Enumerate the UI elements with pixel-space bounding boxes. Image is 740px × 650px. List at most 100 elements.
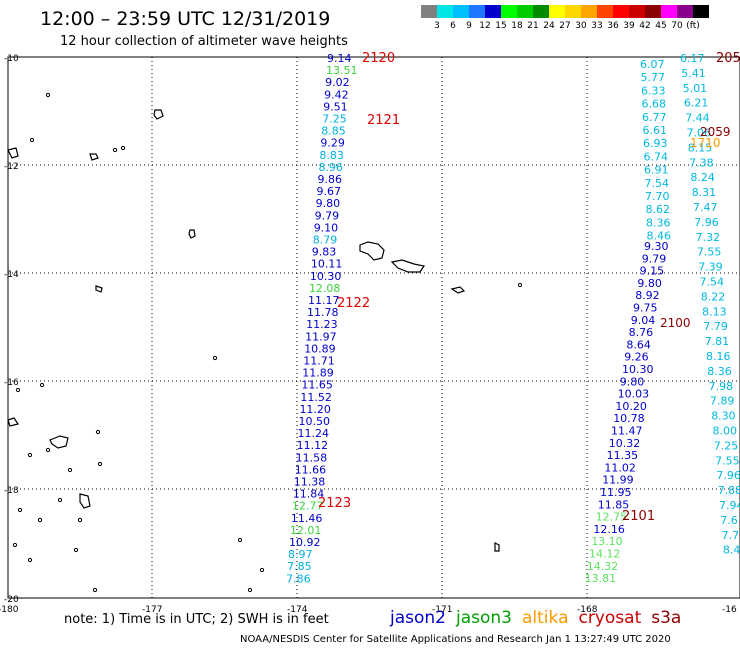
- latitude-label: -12: [4, 162, 19, 172]
- swh-value: 11.35: [607, 449, 639, 462]
- island-outline: [79, 493, 91, 509]
- island-dot: [237, 537, 243, 543]
- swh-value: 14.12: [589, 548, 621, 561]
- swh-value: 8.46: [647, 230, 672, 243]
- swh-value: 9.86: [318, 173, 343, 186]
- island-dot: [29, 137, 35, 143]
- swh-value: 7.94: [719, 499, 740, 512]
- island-dot: [67, 467, 73, 473]
- swh-value: 11.84: [293, 488, 325, 501]
- swh-value: 9.79: [642, 252, 667, 265]
- map-frame: [7, 56, 740, 599]
- track-number-label: 2101: [622, 509, 655, 524]
- color-swatch: [581, 5, 597, 18]
- swh-value: 6.21: [684, 97, 709, 110]
- track-number-label: 2123: [318, 496, 351, 511]
- color-scale-label: 24: [543, 21, 555, 31]
- color-swatch: [565, 5, 581, 18]
- axis-labels: -10 -12 -14 -16 -18 -20-180 -177 -174 -171 -168 -1…: [0, 54, 737, 615]
- swh-value: 7.70: [645, 190, 670, 203]
- swh-value: 9.42: [324, 88, 349, 101]
- longitude-label: -174: [287, 605, 308, 615]
- swh-value: 8.15: [688, 141, 713, 154]
- track-labels: 2120 2121 2122 2123 2100 2101 2059 205 1710: [318, 51, 740, 524]
- swh-value: 7.39: [698, 261, 723, 274]
- swh-value: 13.81: [585, 572, 617, 585]
- longitude-label: -16: [722, 605, 737, 615]
- swh-value: 6.61: [643, 124, 668, 137]
- color-swatch: [549, 5, 565, 18]
- swh-value: 8.96: [318, 161, 343, 174]
- swh-value: 8.24: [690, 171, 715, 184]
- swh-value: 7.6: [720, 514, 738, 527]
- swh-value: 14.32: [587, 560, 619, 573]
- island-outline: [188, 229, 196, 239]
- island-dot: [57, 497, 63, 503]
- swh-value: 11.38: [294, 476, 326, 489]
- swh-value: 9.26: [624, 351, 649, 364]
- swh-value: 13.51: [326, 64, 358, 77]
- color-swatch: [661, 5, 677, 18]
- island-dot: [45, 92, 51, 98]
- island-dot: [37, 517, 43, 523]
- island-dot: [17, 507, 23, 513]
- island-outline: [153, 109, 164, 120]
- island-outline: [390, 259, 425, 273]
- swh-value: 7.25: [322, 113, 347, 126]
- swh-value: 8.79: [313, 234, 338, 247]
- color-swatch: [469, 5, 485, 18]
- color-scale-label: (ft): [686, 21, 700, 31]
- color-scale-label: 15: [495, 21, 507, 31]
- swh-value: 7.55: [697, 246, 722, 259]
- swh-value: 7.85: [287, 560, 312, 573]
- swh-value: 7.32: [696, 231, 721, 244]
- track-number-label: 2122: [337, 296, 370, 311]
- color-scale-label: 42: [639, 21, 651, 31]
- color-swatch: [517, 5, 533, 18]
- swh-value: 8.16: [706, 350, 731, 363]
- swh-value: 12.16: [593, 523, 625, 536]
- swh-value: 8.62: [646, 203, 671, 216]
- island-dot: [95, 429, 101, 435]
- swh-value: 9.30: [644, 240, 669, 253]
- swh-value: 6.91: [644, 164, 669, 177]
- swh-value: 12.75: [596, 511, 628, 524]
- color-swatch: [421, 5, 437, 18]
- color-scale-label: 18: [511, 21, 523, 31]
- swh-value: 5.77: [641, 71, 666, 84]
- swh-value: 9.02: [325, 76, 350, 89]
- color-swatch: [629, 5, 645, 18]
- longitude-label: -177: [142, 605, 162, 615]
- swh-value: 11.97: [305, 330, 337, 343]
- swh-value: 7.25: [714, 439, 739, 452]
- swh-value: 11.95: [600, 486, 632, 499]
- color-scale-label: 39: [623, 21, 635, 31]
- swh-value: 11.99: [602, 474, 634, 487]
- island-coastlines: [7, 92, 523, 593]
- island-dot: [120, 145, 126, 151]
- swh-value: 9.04: [631, 314, 656, 327]
- island-outline: [359, 241, 385, 261]
- swh-value: 11.78: [307, 306, 339, 319]
- map-subtitle: 12 hour collection of altimeter wave hei…: [60, 34, 348, 49]
- island-dot: [12, 542, 18, 548]
- island-dot: [212, 355, 218, 361]
- swh-value: 9.67: [317, 185, 342, 198]
- swh-value: 6.68: [642, 98, 667, 111]
- swh-value: 7.06: [687, 127, 712, 140]
- swh-value: 10.20: [615, 400, 647, 413]
- footer-credit: NOAA/NESDIS Center for Satellite Applica…: [240, 634, 671, 645]
- swh-value: 8.4: [723, 544, 740, 557]
- swh-value: 11.20: [299, 403, 331, 416]
- swh-value: 9.10: [314, 221, 339, 234]
- color-scale-label: 45: [655, 21, 667, 31]
- swh-value: 11.47: [611, 425, 643, 438]
- swh-value: 9.83: [312, 246, 337, 259]
- legend-item: jason2: [390, 608, 446, 628]
- color-scale-label: 9: [466, 21, 472, 31]
- swh-value: 7.86: [286, 572, 311, 585]
- swh-value: 11.24: [298, 427, 330, 440]
- island-dot: [247, 587, 253, 593]
- island-outline: [494, 542, 500, 552]
